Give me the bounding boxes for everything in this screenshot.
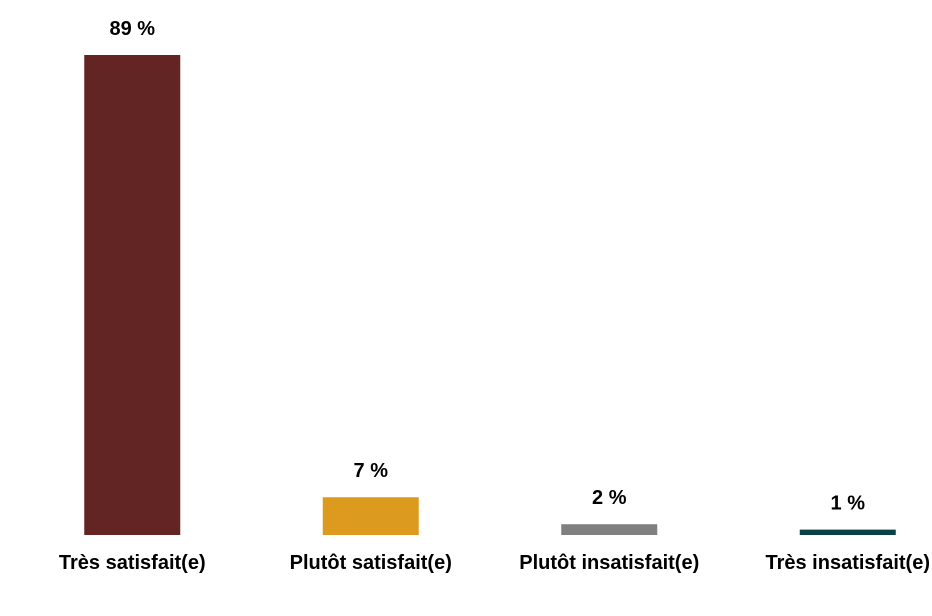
value-label: 7 % [354, 460, 389, 482]
x-tick-label: Plutôt satisfait(e) [289, 552, 452, 574]
bar [561, 524, 658, 535]
value-label: 2 % [592, 487, 627, 509]
x-tick-label: Très satisfait(e) [58, 552, 206, 574]
x-tick-label: Plutôt insatisfait(e) [519, 552, 700, 574]
bar [84, 55, 181, 535]
value-label: 1 % [831, 493, 866, 515]
x-tick-label: Très insatisfait(e) [765, 552, 930, 574]
value-label: 89 % [109, 18, 155, 40]
bar [322, 497, 419, 535]
bar [799, 529, 896, 535]
